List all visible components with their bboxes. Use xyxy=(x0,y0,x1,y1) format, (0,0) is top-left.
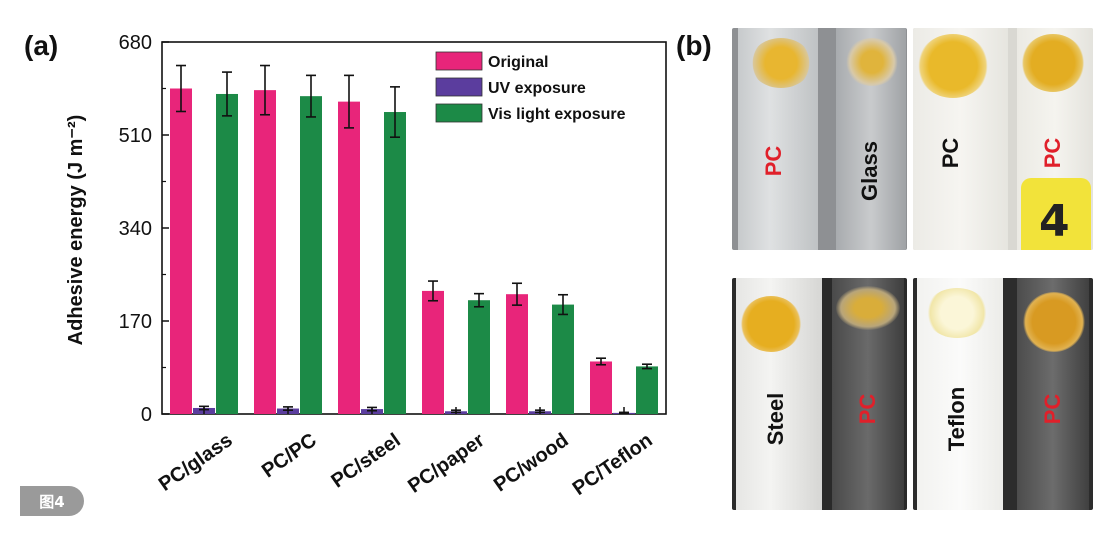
bar xyxy=(384,112,406,414)
adhesive-spot xyxy=(836,286,900,330)
yellow-tag xyxy=(1021,178,1091,250)
steel-label: Steel xyxy=(763,392,788,446)
tag-number: 4 xyxy=(1039,196,1070,247)
teflon-label: Teflon xyxy=(944,386,969,452)
x-tick-label: PC/paper xyxy=(404,429,489,498)
legend-label: UV exposure xyxy=(488,80,586,97)
bar xyxy=(422,290,444,414)
adhesive-spot xyxy=(1023,292,1085,352)
x-tick-label: PC/wood xyxy=(490,429,573,496)
panel-b-label: (b) xyxy=(676,30,712,61)
y-tick-label: 0 xyxy=(141,404,152,426)
adhesive-spot xyxy=(1021,34,1085,92)
y-ticks: 0 170 340 510 680 xyxy=(119,32,169,426)
pc-label: PC xyxy=(1040,393,1065,425)
adhesive-spot xyxy=(740,296,802,352)
bar-chart: 0 170 340 510 680 PC/glass PC/PC PC/steel PC/pa… xyxy=(65,32,667,500)
legend-swatch xyxy=(435,51,483,71)
bar-series xyxy=(170,64,658,415)
x-tick-label: PC/steel xyxy=(327,429,404,492)
legend-swatch xyxy=(435,77,483,97)
adhesive-spot xyxy=(750,38,812,88)
photo-teflon-pc: Teflon PC xyxy=(913,278,1093,510)
bar xyxy=(216,93,238,415)
y-tick-label: 340 xyxy=(119,218,152,240)
figure-badge: 图4 xyxy=(20,486,84,516)
x-tick-label: PC/PC xyxy=(258,429,321,482)
x-tick-labels: PC/glass PC/PC PC/steel PC/paper PC/woodPC/T… xyxy=(155,429,657,500)
x-tick-label: PC/Teflon xyxy=(569,429,657,500)
y-axis-label: Adhesive energy (J m⁻²) xyxy=(65,115,87,346)
photo-pc-pc: 4 PC PC xyxy=(913,28,1093,250)
panel-a-label: (a) xyxy=(24,30,59,61)
pc-label: PC xyxy=(938,137,963,169)
photo-steel-pc: Steel PC xyxy=(732,278,907,510)
bar xyxy=(170,88,192,414)
bar xyxy=(300,96,322,415)
glass-label: Glass xyxy=(857,141,882,201)
adhesive-spot xyxy=(844,38,900,86)
legend-label: Vis light exposure xyxy=(488,106,626,123)
bar xyxy=(636,366,658,414)
pc-label: PC xyxy=(761,145,786,177)
adhesive-spot xyxy=(925,288,989,338)
bar xyxy=(338,101,360,415)
bar xyxy=(254,90,276,414)
bar xyxy=(552,304,574,414)
legend-label: Original xyxy=(488,54,548,71)
legend: Original UV exposure Vis light exposure xyxy=(435,51,626,123)
photo-pc-glass: PC Glass xyxy=(732,28,907,250)
y-tick-label: 680 xyxy=(119,32,152,54)
legend-swatch xyxy=(435,103,483,123)
x-tick-label: PC/glass xyxy=(155,429,237,495)
pc-label: PC xyxy=(1040,137,1065,169)
y-tick-label: 510 xyxy=(119,125,152,147)
bar xyxy=(506,294,528,414)
bar xyxy=(468,300,490,414)
bar xyxy=(590,361,612,414)
y-tick-label: 170 xyxy=(119,311,152,333)
adhesive-spot xyxy=(917,34,989,98)
pc-label: PC xyxy=(855,393,880,425)
